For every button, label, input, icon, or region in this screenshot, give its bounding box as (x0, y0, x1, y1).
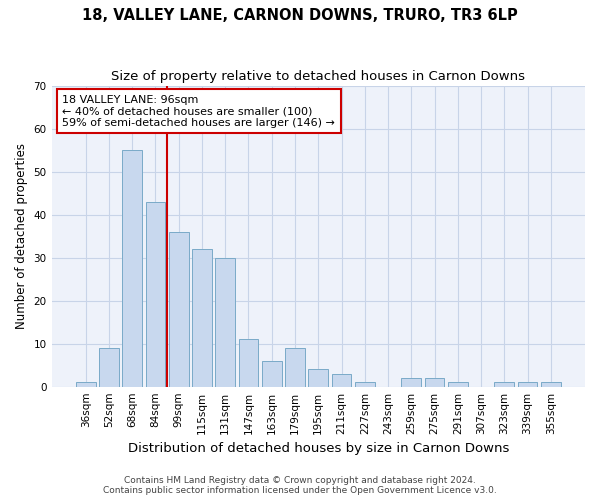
Bar (448, 382, 468, 386)
Y-axis label: Number of detached properties: Number of detached properties (15, 143, 28, 329)
Title: Size of property relative to detached houses in Carnon Downs: Size of property relative to detached ho… (111, 70, 525, 83)
Bar (518, 382, 538, 386)
Bar (99, 348, 119, 387)
Bar (262, 361, 281, 386)
Bar (425, 378, 445, 386)
Text: 18, VALLEY LANE, CARNON DOWNS, TRURO, TR3 6LP: 18, VALLEY LANE, CARNON DOWNS, TRURO, TR… (82, 8, 518, 22)
Bar (355, 382, 374, 386)
Bar (494, 382, 514, 386)
Bar (215, 258, 235, 386)
Bar (192, 249, 212, 386)
Bar (76, 382, 95, 386)
Bar (122, 150, 142, 386)
Bar (332, 374, 352, 386)
Text: Contains HM Land Registry data © Crown copyright and database right 2024.
Contai: Contains HM Land Registry data © Crown c… (103, 476, 497, 495)
Bar (285, 348, 305, 387)
Bar (308, 370, 328, 386)
Bar (239, 340, 259, 386)
Bar (401, 378, 421, 386)
Bar (169, 232, 188, 386)
Bar (146, 202, 166, 386)
Text: 18 VALLEY LANE: 96sqm
← 40% of detached houses are smaller (100)
59% of semi-det: 18 VALLEY LANE: 96sqm ← 40% of detached … (62, 94, 335, 128)
X-axis label: Distribution of detached houses by size in Carnon Downs: Distribution of detached houses by size … (128, 442, 509, 455)
Bar (541, 382, 561, 386)
